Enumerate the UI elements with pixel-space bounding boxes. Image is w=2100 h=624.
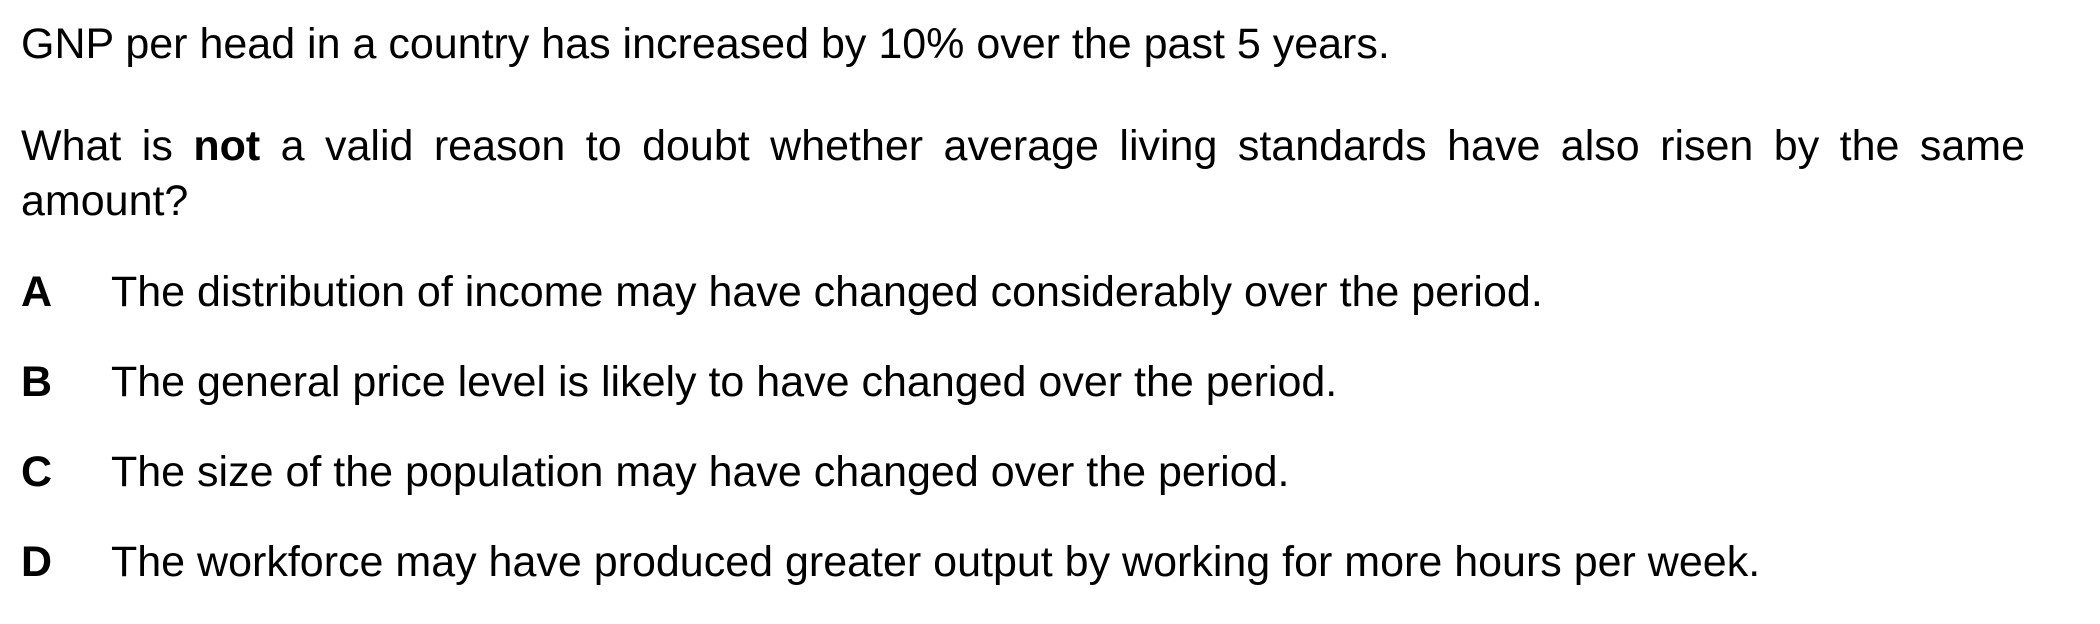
prompt-text-after: a valid reason to doubt whether average … — [21, 122, 2026, 225]
question-stem: GNP per head in a country has increased … — [21, 20, 1390, 68]
option-text: The workforce may have produced greater … — [111, 538, 1761, 586]
option-c[interactable]: C The size of the population may have ch… — [21, 444, 2025, 500]
prompt-text-before: What is — [21, 122, 194, 170]
option-text: The distribution of income may have chan… — [111, 268, 1543, 316]
option-letter: B — [21, 358, 53, 406]
question-block: GNP per head in a country has increased … — [21, 0, 2025, 624]
prompt-emphasis: not — [193, 122, 261, 170]
option-letter: C — [21, 448, 53, 496]
option-letter: D — [21, 538, 53, 586]
option-a[interactable]: A The distribution of income may have ch… — [21, 264, 2025, 320]
option-text: The size of the population may have chan… — [111, 448, 1290, 496]
option-d[interactable]: D The workforce may have produced greate… — [21, 534, 2025, 590]
question-prompt: What is not a valid reason to doubt whet… — [21, 119, 2025, 229]
option-b[interactable]: B The general price level is likely to h… — [21, 354, 2025, 410]
answer-options: A The distribution of income may have ch… — [21, 264, 2025, 590]
option-text: The general price level is likely to hav… — [111, 358, 1338, 406]
option-letter: A — [21, 268, 53, 316]
